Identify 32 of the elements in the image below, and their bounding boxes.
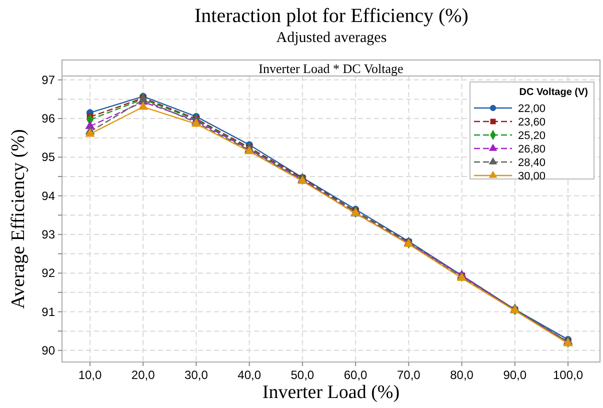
legend-label: 30,00	[518, 170, 546, 182]
y-tick-label: 90	[42, 343, 56, 358]
x-tick-label: 20,0	[131, 368, 156, 382]
x-tick-label: 70,0	[396, 368, 421, 382]
x-tick-label: 30,0	[184, 368, 208, 382]
x-tick-label: 60,0	[344, 368, 368, 382]
legend-label: 23,60	[518, 116, 546, 128]
text: Inverter Load * DC Voltage	[258, 61, 404, 76]
x-tick-label: 40,0	[238, 368, 262, 382]
x-tick-label: 90,0	[503, 368, 527, 382]
y-tick-label: 94	[42, 188, 56, 203]
chart-subtitle: Adjusted averages	[276, 30, 387, 46]
y-axis-title: Average Efficiency (%)	[8, 129, 29, 309]
x-tick-label: 80,0	[450, 368, 474, 382]
x-tick-label: 100,0	[552, 368, 584, 382]
x-tick-label: 10,0	[78, 368, 102, 382]
y-tick-label: 96	[42, 112, 56, 126]
legend-label: 25,20	[518, 130, 546, 142]
y-tick-label: 92	[42, 266, 56, 280]
point	[138, 101, 148, 110]
y-tick-label: 91	[42, 304, 56, 319]
chart-title: Interaction plot for Efficiency (%)	[194, 5, 468, 27]
legend-title: DC Voltage (V)	[519, 87, 588, 98]
point	[85, 128, 95, 137]
x-tick-label: 50,0	[290, 368, 314, 382]
legend-label: 26,80	[518, 144, 546, 156]
legend-label: 22,00	[518, 103, 546, 115]
legend-label: 28,40	[518, 157, 546, 169]
y-tick-label: 97	[42, 72, 56, 87]
x-axis-title: Inverter Load (%)	[262, 382, 400, 403]
y-tick-label: 95	[42, 150, 56, 164]
y-tick-label: 93	[42, 227, 56, 242]
